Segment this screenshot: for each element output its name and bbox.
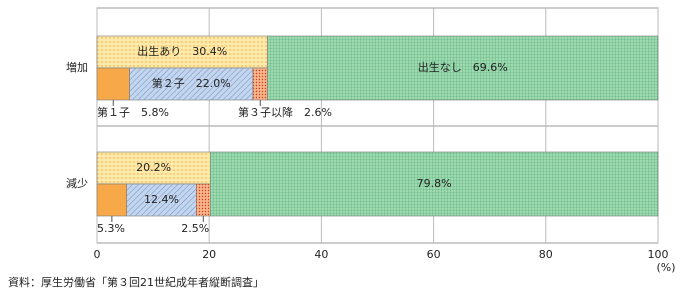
x-tick-label: 80 [539,248,553,261]
x-tick-label: 100 [648,248,669,261]
value-label: 2.5% [181,222,209,235]
x-tick-label: 40 [314,248,328,261]
x-tick-label: 0 [94,248,101,261]
value-label: 第２子 22.0% [152,76,231,90]
category-label: 減少 [66,176,88,190]
bar-segment [96,183,128,217]
value-label: 20.2% [136,161,171,174]
x-unit: (%) [656,261,675,274]
value-label: 12.4% [144,193,179,206]
x-tick-label: 60 [427,248,441,261]
category-label: 増加 [66,61,88,74]
source-note: 資料：厚生労働省「第３回21世紀成年者縦断調査」 [8,275,264,289]
x-tick-label: 20 [202,248,216,261]
value-label: 79.8% [417,177,452,190]
value-label: 5.3% [97,222,125,235]
value-label: 第３子以降 2.6% [238,105,332,119]
bar-segment [96,67,130,101]
value-label: 出生あり 30.4% [137,44,227,58]
value-label: 第１子 5.8% [97,105,169,119]
bar-segment [195,183,211,217]
value-label: 出生なし 69.6% [418,60,508,74]
bar-segment [252,67,268,101]
